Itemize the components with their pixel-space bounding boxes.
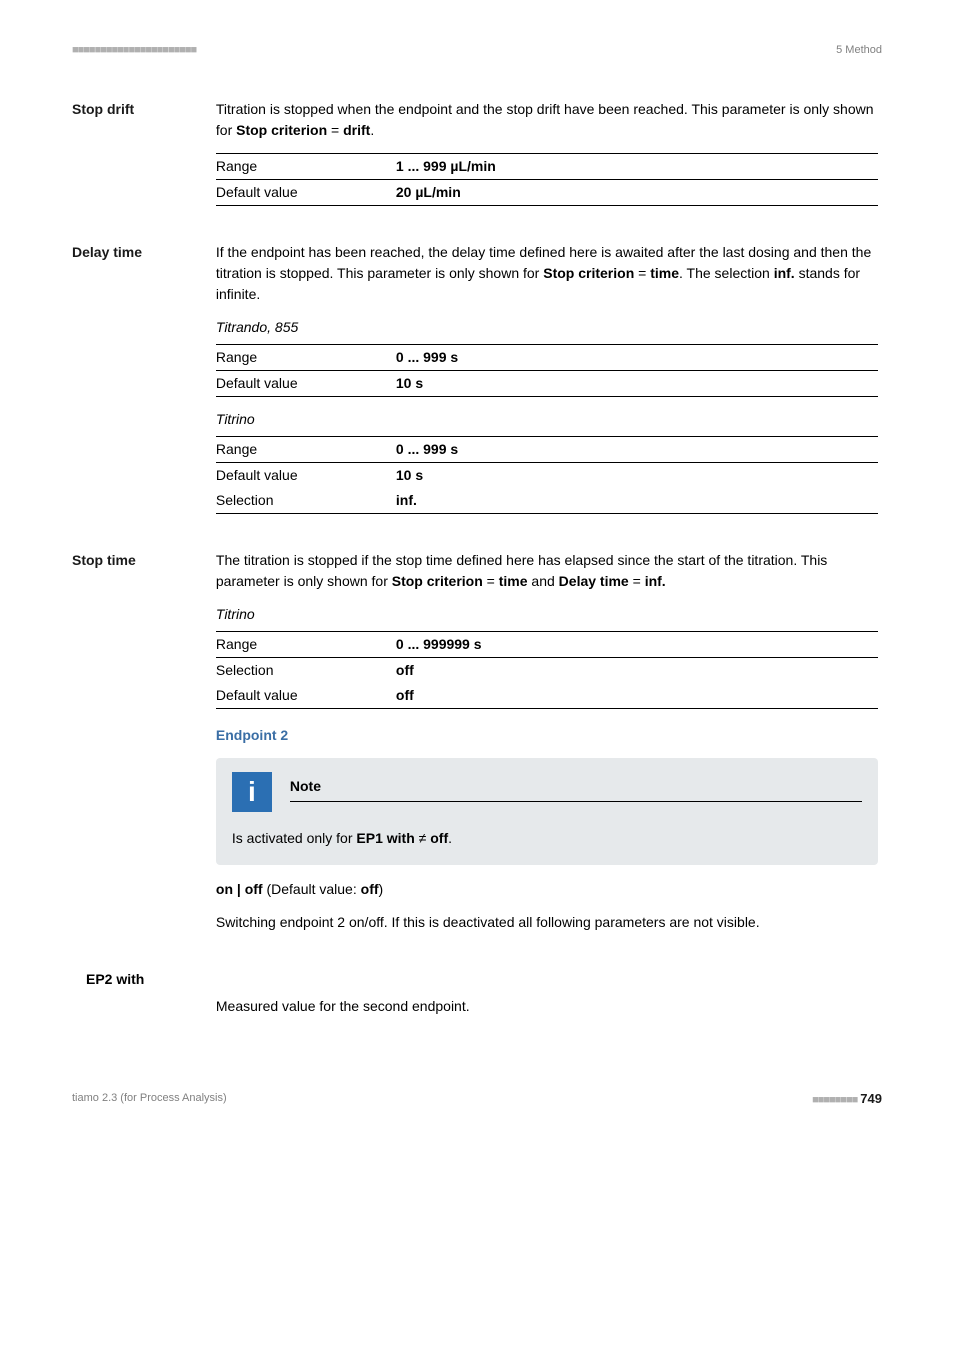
titrando-caption: Titrando, 855 — [216, 317, 878, 338]
stop-drift-table: Range1 ... 999 µL/min Default value20 µL… — [216, 153, 878, 206]
endpoint2-para: Switching endpoint 2 on/off. If this is … — [216, 912, 878, 933]
delay-time-table-1: Range0 ... 999 s Default value10 s — [216, 344, 878, 397]
note-body: Is activated only for EP1 with ≠ off. — [232, 828, 862, 849]
titrino-caption-2: Titrino — [216, 604, 878, 625]
default-val: 20 µL/min — [396, 179, 878, 205]
section-stop-time: Stop time The titration is stopped if th… — [72, 550, 882, 945]
default-key: Default value — [216, 179, 396, 205]
section-ep2-with: EP2 with Measured value for the second e… — [72, 969, 882, 1029]
label-stop-drift: Stop drift — [72, 99, 200, 120]
label-stop-time: Stop time — [72, 550, 200, 571]
header-section: 5 Method — [836, 42, 882, 59]
onoff-line: on | off (Default value: off) — [216, 879, 878, 900]
section-stop-drift: Stop drift Titration is stopped when the… — [72, 99, 882, 218]
content-ep2-with: Measured value for the second endpoint. — [216, 996, 878, 1029]
content-stop-time: The titration is stopped if the stop tim… — [216, 550, 878, 945]
label-delay-time: Delay time — [72, 242, 200, 263]
note-box: i Note Is activated only for EP1 with ≠ … — [216, 758, 878, 865]
range-key: Range — [216, 153, 396, 179]
delay-time-table-2: Range0 ... 999 s Default value10 s Selec… — [216, 436, 878, 514]
endpoint2-heading: Endpoint 2 — [216, 725, 878, 746]
header-dashes: ■■■■■■■■■■■■■■■■■■■■■■ — [72, 42, 196, 59]
delay-time-para: If the endpoint has been reached, the de… — [216, 242, 878, 305]
label-ep2-with: EP2 with — [86, 969, 882, 990]
footer-left: tiamo 2.3 (for Process Analysis) — [72, 1090, 227, 1107]
stop-time-table: Range0 ... 999999 s Selectionoff Default… — [216, 631, 878, 709]
section-delay-time: Delay time If the endpoint has been reac… — [72, 242, 882, 526]
content-stop-drift: Titration is stopped when the endpoint a… — [216, 99, 878, 218]
content-delay-time: If the endpoint has been reached, the de… — [216, 242, 878, 526]
page-header: ■■■■■■■■■■■■■■■■■■■■■■ 5 Method — [72, 42, 882, 59]
note-heading: Note — [290, 772, 862, 802]
stop-time-para: The titration is stopped if the stop tim… — [216, 550, 878, 592]
stop-drift-para: Titration is stopped when the endpoint a… — [216, 99, 878, 141]
range-val: 1 ... 999 µL/min — [396, 153, 878, 179]
page-footer: tiamo 2.3 (for Process Analysis) ■■■■■■■… — [72, 1089, 882, 1109]
titrino-caption-1: Titrino — [216, 409, 878, 430]
footer-right: ■■■■■■■■ 749 — [812, 1089, 882, 1109]
ep2-with-para: Measured value for the second endpoint. — [216, 996, 878, 1017]
info-icon: i — [232, 772, 272, 812]
